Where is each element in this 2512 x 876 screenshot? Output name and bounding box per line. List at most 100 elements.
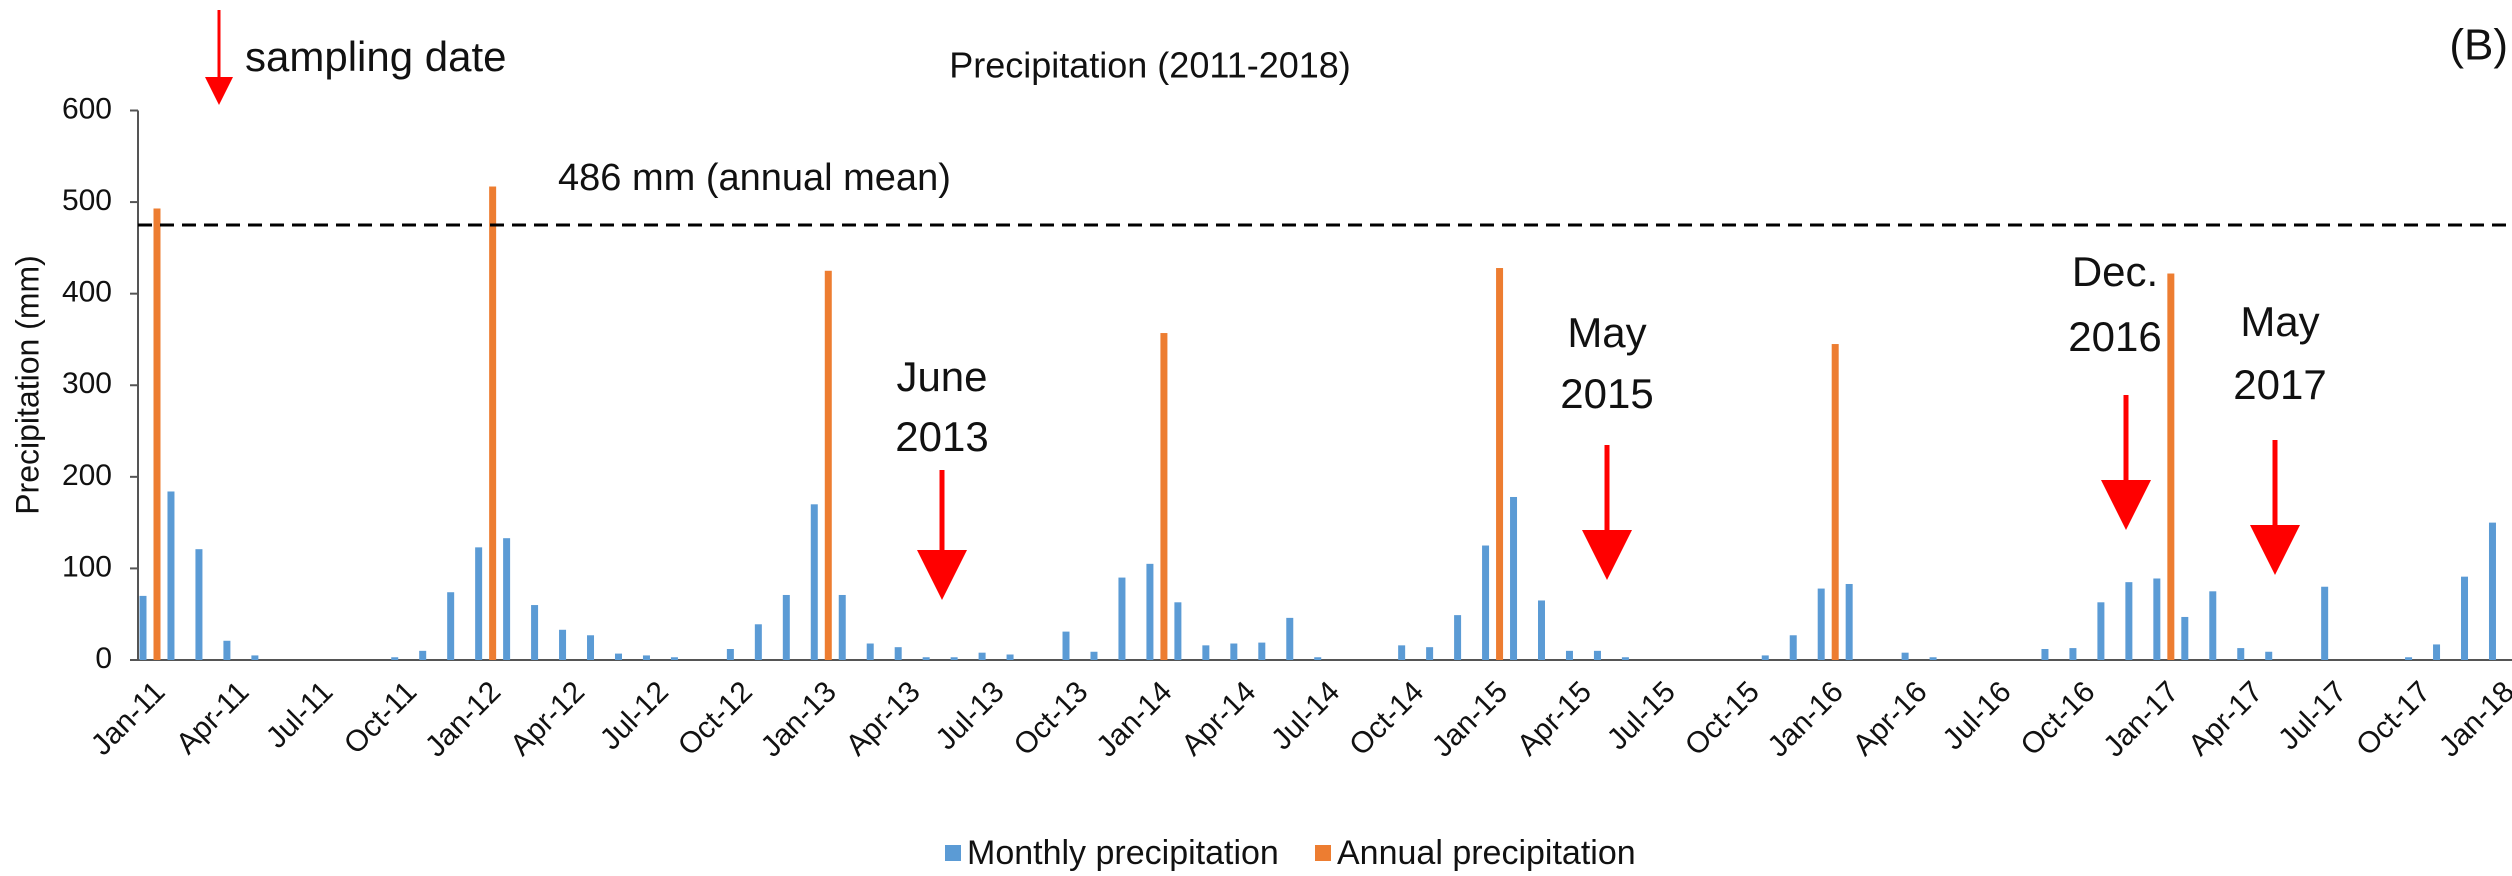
bar	[153, 208, 161, 660]
x-tick-label: Apr-15	[1511, 675, 1598, 762]
panel-label: (B)	[2449, 21, 2508, 70]
x-tick-label: Apr-16	[1847, 675, 1934, 762]
x-tick-label: Jan-15	[1426, 675, 1514, 763]
bar	[2265, 651, 2273, 660]
x-tick-label: Jan-13	[755, 675, 843, 763]
bar	[2125, 582, 2133, 660]
bar	[1454, 615, 1462, 660]
x-tick-label: Apr-14	[1175, 675, 1262, 762]
bar	[950, 657, 958, 660]
bar	[1929, 657, 1937, 660]
bar	[1062, 631, 1070, 660]
x-tick-label: Jul-15	[1601, 675, 1682, 756]
bar	[670, 657, 678, 660]
bar	[1314, 657, 1322, 660]
bar	[754, 624, 762, 660]
bar	[447, 592, 455, 660]
x-tick-label: Apr-11	[170, 675, 255, 760]
bar	[2167, 273, 2175, 660]
x-tick-label: Jan-17	[2097, 675, 2185, 763]
bar	[1901, 652, 1909, 660]
bar	[810, 504, 818, 660]
y-tick-label: 400	[62, 276, 112, 309]
x-tick-label: Jan-14	[1090, 675, 1178, 763]
bar	[866, 643, 874, 660]
arrow-label: 2017	[2233, 361, 2326, 408]
bar	[978, 652, 986, 660]
bar	[2153, 578, 2161, 660]
y-axis-title: Precipitation (mm)	[9, 255, 45, 515]
sampling-label: sampling date	[245, 33, 507, 80]
x-tick-label: Oct-13	[1008, 675, 1095, 762]
arrow-label: 2013	[895, 413, 988, 460]
bar	[1817, 588, 1825, 660]
x-tick-label: Jan-18	[2433, 675, 2512, 763]
bar	[642, 655, 650, 660]
y-tick-label: 0	[95, 642, 112, 675]
x-tick-label: Jul-14	[1265, 675, 1346, 756]
bar	[1496, 268, 1504, 660]
arrow-label: 2015	[1560, 370, 1653, 417]
bar	[1761, 655, 1769, 660]
bar	[922, 657, 930, 660]
bar	[1230, 643, 1238, 660]
bar	[726, 649, 734, 660]
arrow-head	[2250, 525, 2300, 575]
arrow-head	[2101, 480, 2151, 530]
arrow-head	[1582, 530, 1632, 580]
bar	[1593, 650, 1601, 660]
bar	[531, 605, 539, 660]
bar	[1426, 647, 1434, 660]
bar	[167, 491, 175, 660]
bar	[2237, 648, 2245, 660]
x-tick-label: Oct-17	[2350, 675, 2437, 762]
y-tick-label: 600	[62, 92, 112, 125]
x-tick-label: Oct-16	[2014, 675, 2101, 762]
bar	[782, 594, 790, 660]
arrow-head	[917, 550, 967, 600]
legend-swatch	[945, 845, 961, 861]
bar	[1789, 635, 1797, 660]
bar	[489, 186, 497, 660]
bar	[1090, 651, 1098, 660]
x-tick-label: Jul-11	[260, 675, 340, 755]
arrow-label: May	[2240, 298, 2319, 345]
bar	[2041, 649, 2049, 660]
bar	[195, 549, 203, 660]
x-tick-label: Jan-16	[1762, 675, 1850, 763]
bar	[139, 595, 147, 660]
y-tick-label: 200	[62, 459, 112, 492]
arrow-label: June	[896, 353, 987, 400]
bar	[587, 635, 595, 660]
chart-title: Precipitation (2011-2018)	[949, 45, 1351, 86]
x-tick-label: Oct-15	[1679, 675, 1766, 762]
bar	[391, 657, 399, 660]
bar	[223, 640, 231, 660]
bar	[1160, 333, 1168, 660]
x-tick-label: Apr-13	[840, 675, 927, 762]
legend-swatch	[1315, 845, 1331, 861]
bar	[1621, 657, 1629, 660]
bar	[251, 655, 259, 660]
x-tick-label: Jul-17	[2272, 675, 2353, 756]
arrow-label: 2016	[2068, 313, 2161, 360]
y-tick-label: 100	[62, 550, 112, 583]
bar	[1831, 344, 1839, 660]
bar	[838, 594, 846, 660]
x-tick-label: Jul-16	[1936, 675, 2017, 756]
bar	[614, 653, 622, 660]
arrow-label: May	[1567, 309, 1646, 356]
bar	[503, 538, 511, 660]
bar	[2181, 616, 2189, 660]
bar	[1006, 654, 1014, 660]
x-tick-label: Apr-17	[2182, 675, 2269, 762]
bar	[1286, 617, 1294, 660]
x-tick-label: Oct-11	[338, 675, 423, 760]
bar	[824, 270, 832, 660]
x-tick-label: Apr-12	[504, 675, 591, 762]
bar	[1510, 496, 1518, 660]
bar	[475, 547, 483, 660]
bar	[559, 629, 567, 660]
bar	[2405, 657, 2413, 660]
